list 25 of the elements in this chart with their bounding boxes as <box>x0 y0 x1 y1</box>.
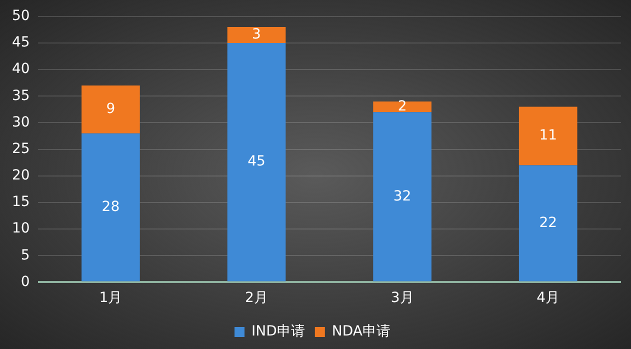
x-tick-label: 2月 <box>245 290 268 306</box>
y-tick-label: 15 <box>12 194 30 210</box>
y-tick-label: 10 <box>12 220 30 237</box>
legend-label: IND申请 <box>252 324 305 340</box>
data-label: 11 <box>539 128 558 144</box>
data-label: 22 <box>539 214 558 231</box>
data-label: 2 <box>398 98 407 114</box>
x-tick-label: 3月 <box>390 290 414 306</box>
y-tick-label: 25 <box>12 140 30 157</box>
data-label: 45 <box>248 154 266 170</box>
y-tick-label: 35 <box>12 88 30 104</box>
data-label: 9 <box>106 101 116 118</box>
data-label: 28 <box>102 198 120 215</box>
x-tick-label: 4月 <box>536 290 560 306</box>
y-tick-label: 5 <box>20 247 30 264</box>
y-tick-label: 20 <box>12 168 30 184</box>
legend-label: NDA申请 <box>332 324 390 340</box>
data-label: 3 <box>252 26 261 43</box>
y-tick-label: 50 <box>12 8 30 24</box>
x-tick-label: 1月 <box>99 290 122 306</box>
y-tick-label: 0 <box>20 274 30 290</box>
y-tick-label: 45 <box>12 34 30 51</box>
y-tick-label: 40 <box>12 61 30 78</box>
y-tick-label: 30 <box>12 114 30 130</box>
data-label: 32 <box>393 188 412 204</box>
